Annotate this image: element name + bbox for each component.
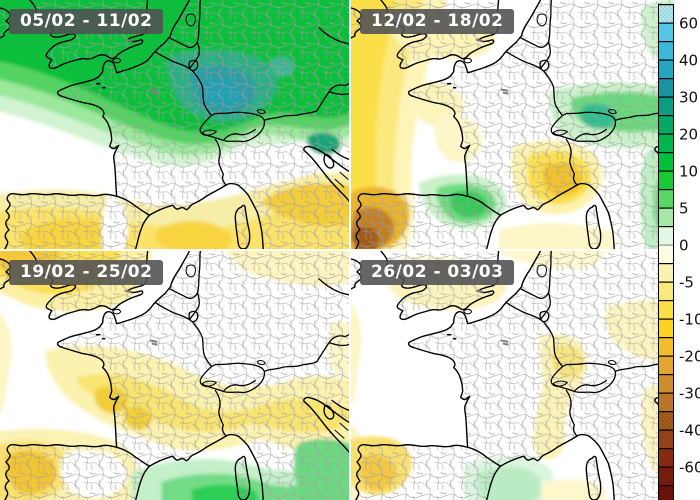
- colorbar-tick-label: 40: [679, 52, 698, 70]
- colorbar-segment: [658, 152, 674, 172]
- colorbar-segment: [658, 356, 674, 375]
- colorbar-segment: [658, 393, 674, 412]
- map-panel-week4: 26/02 - 03/03: [351, 251, 700, 500]
- map-panel-week1: 05/02 - 11/02: [0, 0, 349, 249]
- colorbar-segment: [658, 337, 674, 357]
- colorbar-segment: [658, 189, 674, 209]
- colorbar-segment: [658, 97, 674, 116]
- colorbar-segment: [658, 300, 674, 320]
- map-panel-week3: 19/02 - 25/02: [0, 251, 349, 500]
- colorbar-segment-stipple: [658, 430, 674, 449]
- colorbar-tick-label: -20: [679, 348, 700, 366]
- colorbar-segment-stipple: [658, 4, 674, 24]
- colorbar-svg: 60 40 30 20 10 5 0 -5 -10 -20 -30 -40 -60: [658, 0, 700, 500]
- colorbar-segment: [658, 115, 674, 135]
- colorbar-segment: [658, 263, 674, 283]
- colorbar-tick-label: 0: [679, 237, 689, 255]
- colorbar-tick-label: 60: [679, 15, 698, 33]
- colorbar-segment: [658, 78, 674, 98]
- colorbar-segment: [658, 319, 674, 338]
- anomaly-map-week4: [351, 251, 700, 500]
- colorbar-tick-label: 10: [679, 163, 698, 181]
- date-range-label: 26/02 - 03/03: [360, 260, 515, 286]
- anomaly-map-week2: [351, 0, 700, 249]
- colorbar-tick-label: -5: [679, 274, 694, 292]
- colorbar-segment: [658, 41, 674, 61]
- anomaly-map-week3: [0, 251, 349, 500]
- colorbar-segment: [658, 60, 674, 79]
- date-range-label: 19/02 - 25/02: [9, 260, 164, 286]
- colorbar: 60 40 30 20 10 5 0 -5 -10 -20 -30 -40 -60: [654, 0, 700, 500]
- colorbar-segment: [658, 374, 674, 394]
- colorbar-tick-label: -10: [679, 311, 700, 329]
- colorbar-segment-stipple: [658, 448, 674, 468]
- anomaly-map-week1: [0, 0, 349, 249]
- colorbar-segment: [658, 208, 674, 227]
- colorbar-segment: [658, 23, 674, 42]
- colorbar-segment-stipple: [658, 485, 674, 500]
- colorbar-tick-label: -30: [679, 385, 700, 403]
- colorbar-segment: [658, 245, 674, 264]
- colorbar-segment: [658, 171, 674, 190]
- colorbar-segment: [658, 226, 674, 246]
- colorbar-segment: [658, 282, 674, 301]
- colorbar-label-background: [674, 0, 700, 500]
- colorbar-segment: [658, 134, 674, 153]
- colorbar-tick-label: 20: [679, 126, 698, 144]
- date-range-label: 05/02 - 11/02: [9, 9, 164, 35]
- colorbar-tick-label: 30: [679, 89, 698, 107]
- colorbar-tick-label: 5: [679, 200, 689, 218]
- colorbar-tick-label: -60: [679, 459, 700, 477]
- colorbar-segment-stipple: [658, 467, 674, 486]
- date-range-label: 12/02 - 18/02: [360, 9, 515, 35]
- colorbar-tick-label: -40: [679, 422, 700, 440]
- colorbar-segment-stipple: [658, 411, 674, 431]
- map-panel-week2: 12/02 - 18/02: [351, 0, 700, 249]
